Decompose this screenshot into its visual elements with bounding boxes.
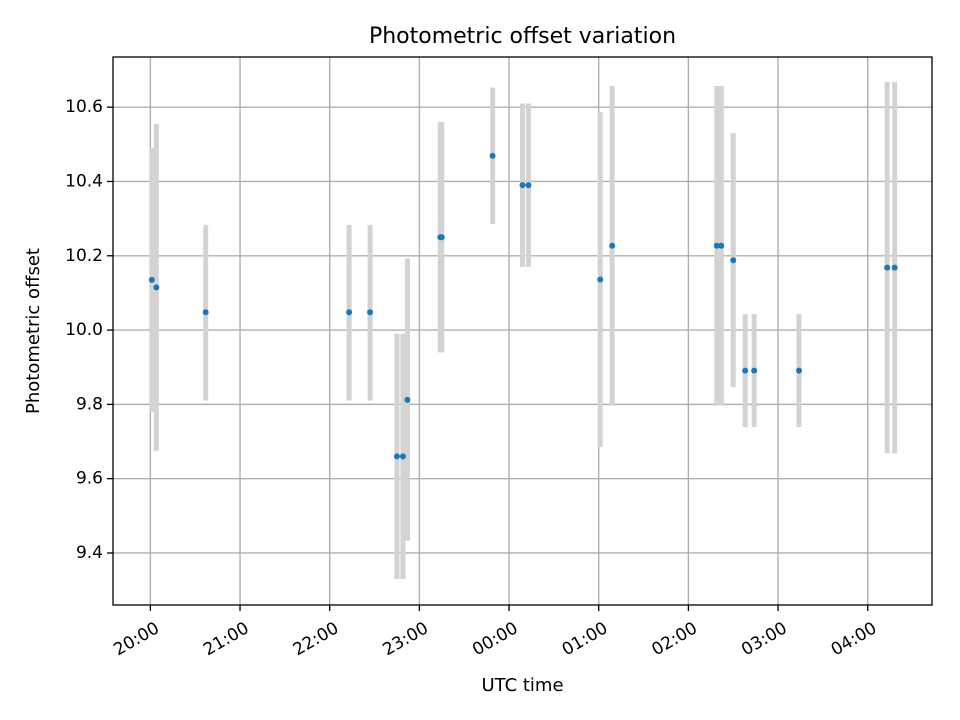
x-tick-label: 23:00 xyxy=(379,618,431,660)
y-tick-label: 10.2 xyxy=(65,246,103,266)
data-point xyxy=(597,276,604,283)
data-point xyxy=(525,182,532,189)
data-point xyxy=(718,242,725,249)
x-tick-label: 22:00 xyxy=(290,618,342,660)
data-point xyxy=(891,264,898,271)
data-point xyxy=(399,453,406,460)
y-axis-label: Photometric offset xyxy=(23,248,44,414)
chart-title: Photometric offset variation xyxy=(369,24,676,49)
data-point xyxy=(438,234,445,241)
data-point xyxy=(489,152,496,159)
x-tick-label: 03:00 xyxy=(738,618,790,660)
data-point xyxy=(730,257,737,264)
x-tick-label: 01:00 xyxy=(559,618,611,660)
y-tick-label: 10.4 xyxy=(65,171,103,191)
x-axis-label: UTC time xyxy=(481,675,563,696)
x-tick-label: 20:00 xyxy=(110,618,162,660)
y-axis-ticks: 9.4 9.6 9.8 10.0 10.2 10.4 10.6 xyxy=(65,97,113,563)
x-tick-label: 04:00 xyxy=(828,618,880,660)
data-point xyxy=(795,367,802,374)
data-point xyxy=(153,284,160,291)
x-tick-label: 02:00 xyxy=(648,618,700,660)
y-tick-label: 9.6 xyxy=(76,469,103,489)
plot-frame xyxy=(112,56,933,606)
data-point xyxy=(884,264,891,271)
x-axis-ticks: 20:00 21:00 22:00 23:00 00:00 01:00 02:00 03:00… xyxy=(110,605,880,660)
x-tick-label: 00:00 xyxy=(469,618,521,660)
data-point xyxy=(148,276,155,283)
data-point xyxy=(202,309,209,316)
data-point xyxy=(404,396,411,403)
x-tick-label: 21:00 xyxy=(200,618,252,660)
data-point xyxy=(751,367,758,374)
data-points xyxy=(148,152,898,460)
data-point xyxy=(742,367,749,374)
data-point xyxy=(609,242,616,249)
y-tick-label: 10.0 xyxy=(65,320,103,340)
y-tick-label: 9.8 xyxy=(76,394,103,414)
data-point xyxy=(713,242,720,249)
y-tick-label: 9.4 xyxy=(76,543,103,563)
y-tick-label: 10.6 xyxy=(65,97,103,117)
data-point xyxy=(346,309,353,316)
data-point xyxy=(393,453,400,460)
data-point xyxy=(519,182,526,189)
data-point xyxy=(367,309,374,316)
